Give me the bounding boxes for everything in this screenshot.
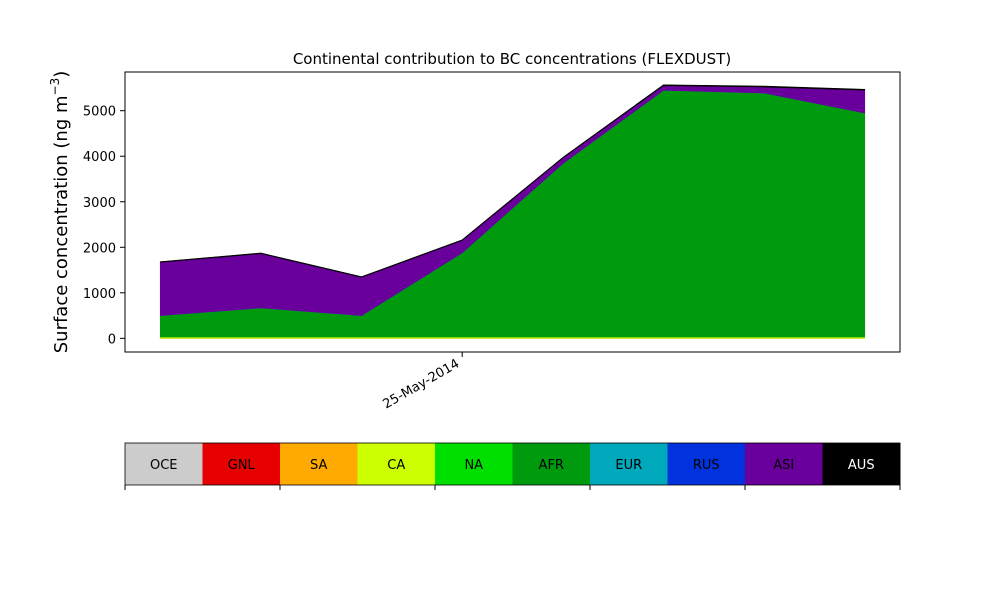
y-tick-label: 5000 — [83, 105, 116, 120]
legend-swatch-eur — [590, 443, 668, 485]
plot-area: 0 1000 2000 3000 4000 5000 25-May-2014 — [83, 71, 901, 412]
legend-colorbar: OCE GNL SA CA NA AFR EUR RUS ASI AUS — [124, 442, 901, 490]
y-axis-label-close: ) — [51, 71, 72, 78]
legend-frame — [124, 442, 901, 486]
y-tick-label: 2000 — [83, 241, 116, 256]
legend-swatch-na — [435, 443, 513, 485]
legend-swatch-sa — [280, 443, 358, 485]
legend-label-na: NA — [464, 458, 483, 473]
y-axis-label-exponent: −3 — [48, 78, 62, 96]
legend-label-oce: OCE — [150, 458, 178, 473]
legend-swatch-rus — [667, 443, 746, 485]
legend-label-sa: SA — [310, 458, 327, 473]
legend-label-ca: CA — [387, 458, 405, 473]
legend-swatch-aus — [822, 443, 901, 485]
legend-label-gnl: GNL — [228, 458, 256, 473]
legend-swatch-oce — [125, 443, 203, 485]
legend-label-aus: AUS — [848, 458, 875, 473]
legend-label-eur: EUR — [615, 458, 642, 473]
area-aus — [159, 84, 866, 278]
legend-label-rus: RUS — [693, 458, 720, 473]
legend-swatch-asi — [745, 443, 823, 485]
y-tick-label: 0 — [108, 332, 116, 347]
y-tick-label: 3000 — [83, 196, 116, 211]
y-axis-label-main: Surface concentration (ng m — [51, 95, 72, 353]
x-tick-label: 25-May-2014 — [380, 356, 462, 412]
legend-label-asi: ASI — [773, 458, 794, 473]
y-axis-label: Surface concentration (ng m−3) — [48, 71, 72, 354]
plot-frame — [124, 71, 901, 353]
legend-label-afr: AFR — [539, 458, 564, 473]
legend-swatch-gnl — [202, 443, 281, 485]
y-tick-label: 1000 — [83, 287, 116, 302]
legend-swatch-afr — [512, 443, 591, 485]
legend-swatch-ca — [357, 443, 436, 485]
chart-title: Continental contribution to BC concentra… — [293, 50, 731, 68]
y-tick-label: 4000 — [83, 150, 116, 165]
